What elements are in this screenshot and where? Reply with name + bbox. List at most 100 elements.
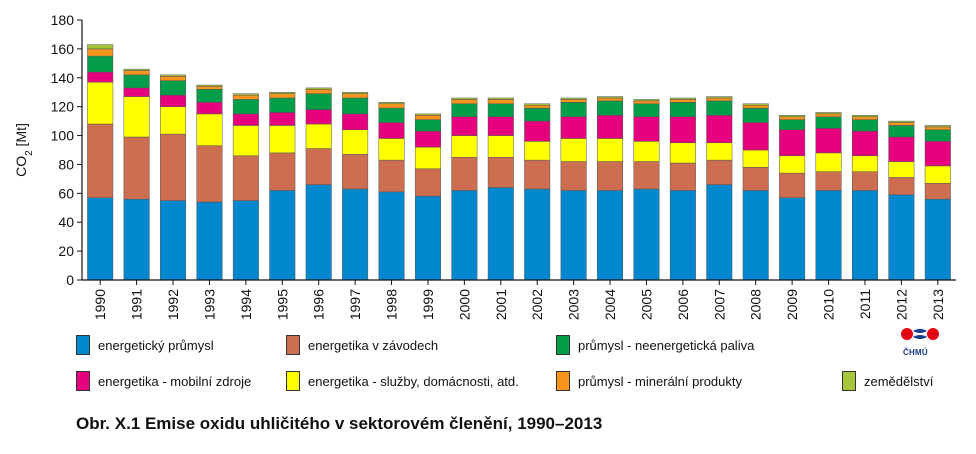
bar-segment xyxy=(414,130,441,148)
bar-segment xyxy=(305,93,332,110)
bar-segment xyxy=(451,156,478,191)
bar-segment xyxy=(269,125,296,154)
bar-segment xyxy=(706,115,733,144)
x-tick-label: 2005 xyxy=(638,289,654,320)
y-axis-label: CO2 [Mt] xyxy=(13,123,35,177)
bar-segment xyxy=(779,129,806,157)
bar-segment xyxy=(888,120,915,123)
bar-segment xyxy=(232,99,259,115)
x-tick-label: 1998 xyxy=(384,289,400,320)
bar-segment xyxy=(706,97,733,102)
bar-segment xyxy=(269,93,296,99)
legend-swatch xyxy=(286,335,300,355)
bar-segment xyxy=(524,104,551,109)
x-tick-label: 1993 xyxy=(201,289,217,320)
x-tick-label: 2009 xyxy=(784,289,800,320)
bar-segment xyxy=(451,99,478,105)
bar-segment xyxy=(597,96,624,99)
legend-swatch xyxy=(286,371,300,391)
x-tick-label: 2010 xyxy=(821,289,837,320)
bar-segment xyxy=(414,168,441,197)
bar-segment xyxy=(123,198,150,281)
bar-segment xyxy=(87,71,114,83)
bar-segment xyxy=(305,184,332,281)
figure-caption: Obr. X.1 Emise oxidu uhličitého v sektor… xyxy=(76,414,603,433)
bar-segment xyxy=(924,126,951,131)
bar-segment xyxy=(342,91,369,94)
bar-segment xyxy=(560,97,587,100)
bar-segment xyxy=(87,48,114,57)
bar-segment xyxy=(305,109,332,125)
x-tick-label: 2011 xyxy=(857,289,873,319)
bar-segment xyxy=(342,97,369,115)
legend-swatch xyxy=(556,335,570,355)
x-tick-label: 2001 xyxy=(493,289,509,320)
bar-segment xyxy=(779,116,806,120)
bar-segment xyxy=(232,94,259,100)
x-tick-label: 1990 xyxy=(92,289,108,320)
bar-segment xyxy=(924,141,951,167)
bar-segment xyxy=(888,122,915,126)
bar-segment xyxy=(451,135,478,158)
x-tick-label: 1994 xyxy=(238,289,254,320)
bar-segment xyxy=(815,113,842,118)
bar-segment xyxy=(706,96,733,99)
bar-segment xyxy=(597,138,624,162)
bar-segment xyxy=(524,107,551,122)
legend-label: energetika - služby, domácnosti, atd. xyxy=(308,373,519,389)
bar-segment xyxy=(305,123,332,149)
bar-segment xyxy=(633,161,660,190)
legend-swatch xyxy=(842,371,856,391)
bar-segment xyxy=(597,97,624,102)
y-tick-label: 20 xyxy=(58,243,74,259)
bar-segment xyxy=(815,116,842,129)
y-tick-label: 0 xyxy=(66,272,74,288)
bar-segment xyxy=(414,113,441,116)
bar-segment xyxy=(560,138,587,162)
bar-segment xyxy=(378,138,405,161)
bar-segment xyxy=(851,115,878,118)
bar-segment xyxy=(924,165,951,184)
y-tick-label: 140 xyxy=(51,70,75,86)
bar-segment xyxy=(851,171,878,191)
bar-segment xyxy=(633,99,660,102)
bar-segment xyxy=(378,102,405,105)
bar-segment xyxy=(342,129,369,155)
bar-segment xyxy=(196,89,223,103)
bar-segment xyxy=(669,102,696,118)
legend-item-prumysl-mineralni-produkty: průmysl - minerální produkty xyxy=(556,371,742,391)
bar-segment xyxy=(269,190,296,281)
bar-segment xyxy=(414,146,441,170)
bar-segment xyxy=(160,94,187,107)
legend-item-energetika-mobilni-zdroje: energetika - mobilní zdroje xyxy=(76,371,251,391)
bar-segment xyxy=(305,89,332,94)
y-tick-label: 60 xyxy=(58,185,74,201)
bar-segment xyxy=(742,103,769,106)
bar-segment xyxy=(378,103,405,109)
bar-segment xyxy=(524,159,551,190)
y-tick-label: 120 xyxy=(51,99,75,115)
bar-segment xyxy=(815,112,842,115)
bar-segment xyxy=(597,100,624,116)
x-tick-label: 2003 xyxy=(566,289,582,320)
x-tick-label: 2000 xyxy=(456,289,472,320)
bar-segment xyxy=(269,97,296,113)
bar-segment xyxy=(560,116,587,139)
bar-segment xyxy=(414,195,441,281)
bar-segment xyxy=(123,68,150,71)
bar-segment xyxy=(232,113,259,126)
legend-label: průmysl - minerální produkty xyxy=(578,373,742,389)
bar-segment xyxy=(160,80,187,96)
y-tick-label: 160 xyxy=(51,41,75,57)
bar-segment xyxy=(524,103,551,106)
chart: CO2 [Mt] 0 20 40 60 80 100 120 140 160 180 1990 199… xyxy=(13,12,956,320)
bar-segment xyxy=(87,81,114,125)
x-tick-label: 1999 xyxy=(420,289,436,320)
bar-segment xyxy=(633,141,660,162)
bar-segment xyxy=(706,184,733,281)
bar-segment xyxy=(305,87,332,90)
x-tick-label: 2004 xyxy=(602,289,618,320)
x-tick-label: 1991 xyxy=(129,289,145,320)
bar-segment xyxy=(815,152,842,172)
bar-segment xyxy=(160,106,187,135)
